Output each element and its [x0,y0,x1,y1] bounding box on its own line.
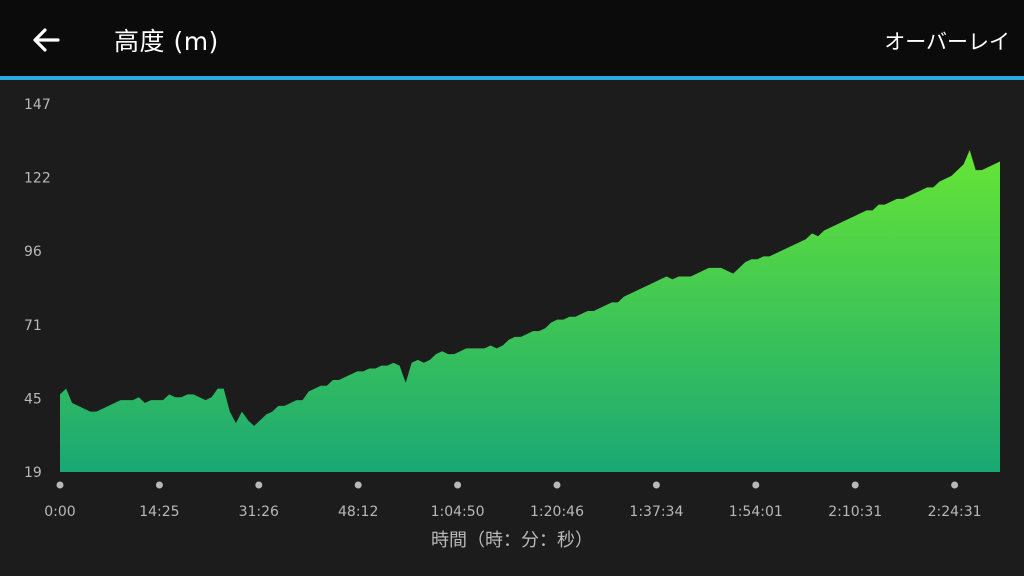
y-tick-label: 96 [24,244,42,260]
x-tick-dot [255,481,263,489]
x-tick-label: 14:25 [139,504,179,520]
elevation-chart: 147 122 96 71 45 19 0:00 14:25 31:26 48:12 1:04:5… [24,97,1000,520]
x-tick-label: 1:04:50 [431,504,485,520]
x-tick-label: 31:26 [239,504,279,520]
x-tick-dot [56,481,64,489]
arrow-left-icon [33,28,60,52]
y-tick-label: 19 [24,465,42,481]
x-tick-dot [155,481,163,489]
x-tick-label: 1:20:46 [530,504,584,520]
x-tick-dot [652,481,660,489]
page-title: 高度 (m) [114,27,219,56]
y-tick-label: 147 [24,97,51,113]
x-axis-title: 時間（時：分：秒） [431,530,593,551]
x-tick-dot [752,481,760,489]
x-tick-label: 48:12 [338,504,378,520]
y-tick-label: 45 [24,391,42,407]
x-tick-dot [354,481,362,489]
x-tick-dot [553,481,561,489]
x-tick-label: 0:00 [44,504,75,520]
x-tick-label: 1:37:34 [629,504,683,520]
app-header: 高度 (m) オーバーレイ [0,0,1024,76]
x-tick-dot [951,481,959,489]
x-tick-dot [851,481,859,489]
x-tick-dot [454,481,462,489]
y-tick-label: 122 [24,171,51,187]
y-tick-label: 71 [24,318,42,334]
x-tick-label: 2:10:31 [828,504,882,520]
back-button[interactable] [26,20,66,60]
elevation-area [60,150,1000,472]
x-tick-label: 2:24:31 [928,504,982,520]
x-tick-label: 1:54:01 [729,504,783,520]
overlay-button[interactable]: オーバーレイ [884,30,1010,54]
header-accent-line [0,76,1024,80]
